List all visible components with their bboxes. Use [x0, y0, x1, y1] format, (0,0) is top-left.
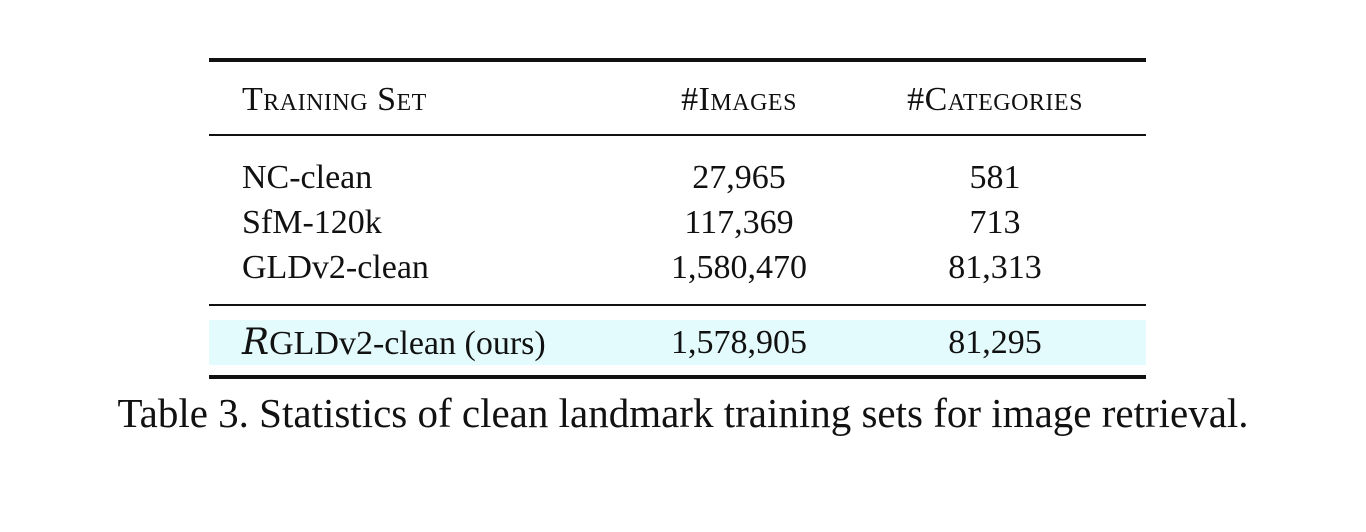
categories-cell: 81,313 — [948, 249, 1042, 286]
images-cell: 1,578,905 — [671, 324, 807, 361]
table-row: NC-clean 27,965 581 — [209, 155, 1146, 200]
images-cell: 117,369 — [684, 204, 794, 241]
images-cell: 27,965 — [692, 159, 786, 196]
training-set-cell: SfM-120k — [242, 204, 382, 241]
bottom-rule — [209, 375, 1146, 379]
script-r-symbol: R — [242, 322, 270, 363]
training-set-cell: GLDv2-clean — [242, 249, 429, 286]
table-header-row: Training Set #Images #Categories — [209, 62, 1146, 134]
training-set-label: GLDv2-clean (ours) — [269, 325, 546, 362]
table-row: SfM-120k 117,369 713 — [209, 200, 1146, 245]
header-rule — [209, 134, 1146, 136]
highlighted-table-row: RGLDv2-clean (ours) 1,578,905 81,295 — [209, 320, 1146, 365]
header-images: #Images — [681, 81, 797, 118]
categories-cell: 713 — [969, 204, 1021, 241]
categories-cell: 81,295 — [948, 324, 1042, 361]
header-categories: #Categories — [907, 81, 1083, 118]
training-set-cell: NC-clean — [242, 159, 373, 196]
header-training-set: Training Set — [242, 81, 427, 118]
images-cell: 1,580,470 — [671, 249, 807, 286]
mid-rule — [209, 304, 1146, 306]
table-caption: Table 3. Statistics of clean landmark tr… — [117, 390, 1249, 436]
table-row: GLDv2-clean 1,580,470 81,313 — [209, 245, 1146, 290]
training-set-cell: RGLDv2-clean (ours) — [242, 320, 546, 366]
categories-cell: 581 — [969, 159, 1021, 196]
statistics-table: Training Set #Images #Categories NC-clea… — [209, 58, 1146, 379]
top-rule — [209, 58, 1146, 62]
